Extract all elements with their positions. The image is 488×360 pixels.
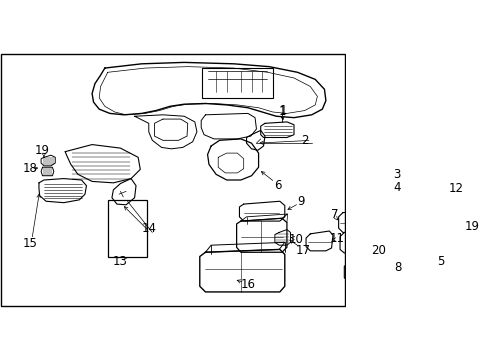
Text: 16: 16 (240, 278, 255, 291)
Text: 11: 11 (329, 231, 344, 244)
Text: 13: 13 (113, 255, 128, 268)
Text: 3: 3 (392, 168, 400, 181)
Text: 7: 7 (330, 207, 337, 221)
Text: 15: 15 (22, 237, 37, 250)
Text: 6: 6 (273, 179, 281, 192)
Text: 2: 2 (300, 134, 308, 147)
Bar (350, 167, 391, 203)
Bar (107, 200, 146, 257)
Text: 8: 8 (394, 261, 401, 274)
Text: 14: 14 (141, 222, 156, 235)
Text: 17: 17 (295, 244, 310, 257)
Text: 5: 5 (436, 255, 444, 268)
Text: 19: 19 (35, 144, 50, 157)
Text: 1: 1 (278, 105, 285, 118)
Text: 12: 12 (448, 182, 463, 195)
Bar (202, 68, 272, 98)
Text: 20: 20 (371, 244, 386, 257)
Text: 4: 4 (392, 181, 400, 194)
Text: 18: 18 (22, 162, 37, 175)
Text: 9: 9 (297, 195, 304, 208)
Bar (353, 171, 387, 199)
Text: 1: 1 (279, 104, 286, 117)
Text: 19: 19 (464, 220, 478, 233)
Text: 10: 10 (288, 233, 303, 246)
